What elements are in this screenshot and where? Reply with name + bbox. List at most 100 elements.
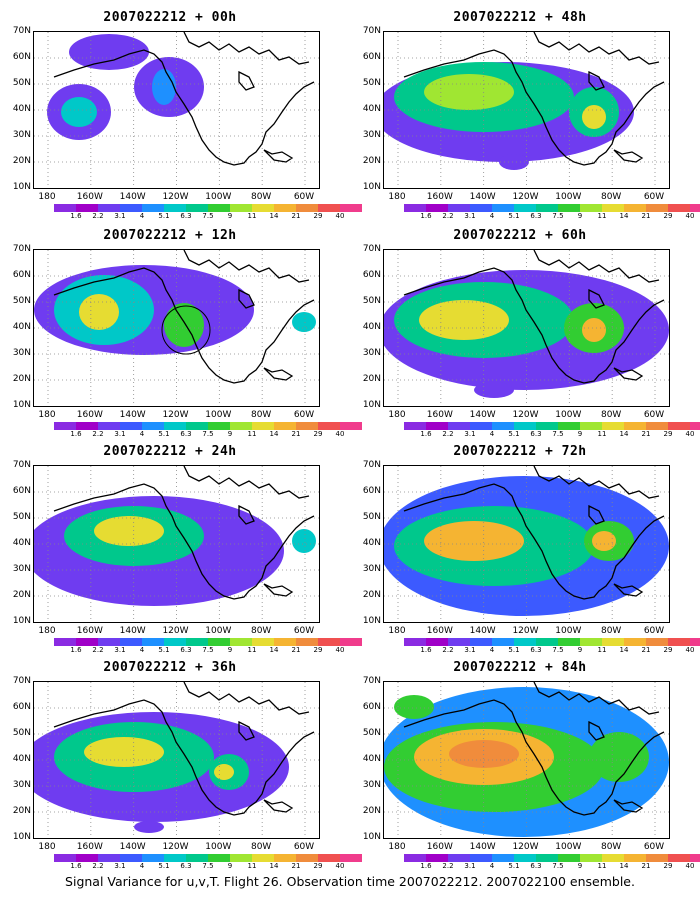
colorbar-label: 7.5 [552, 646, 564, 654]
colorbar-swatch [558, 638, 580, 646]
colorbar-label: 11 [247, 862, 257, 870]
variance-contour [164, 303, 204, 347]
lon-tick-label: 100W [555, 842, 582, 852]
colorbar-label: 14 [619, 862, 629, 870]
lat-tick-label: 20N [12, 806, 31, 816]
lat-tick-label: 10N [12, 182, 31, 192]
colorbar-swatch [690, 204, 700, 212]
colorbar-swatch [318, 422, 340, 430]
lon-tick-label: 180 [38, 842, 56, 852]
colorbar-swatch [580, 854, 602, 862]
lon-tick-label: 180 [388, 842, 406, 852]
lon-tick-label: 160W [426, 842, 453, 852]
variance-contour [582, 318, 606, 342]
colorbar-swatch [120, 854, 142, 862]
lon-tick-label: 140W [119, 192, 146, 202]
colorbar [54, 854, 362, 862]
colorbar-label: 6.3 [180, 646, 192, 654]
map-panel: 2007022212 + 84h 70N 60N 50N 40N 30N 20N 10N 180… [350, 650, 700, 870]
colorbar-swatch [690, 854, 700, 862]
colorbar-label: 2.2 [442, 862, 454, 870]
lat-tick-label: 50N [12, 78, 31, 88]
colorbar-swatch [492, 422, 514, 430]
colorbar-swatch [98, 422, 120, 430]
coastline [53, 250, 315, 384]
colorbar-swatch [492, 204, 514, 212]
colorbar-label: 21 [641, 862, 651, 870]
colorbar-swatch [536, 422, 558, 430]
lon-tick-label: 80W [600, 410, 622, 420]
variance-map [383, 465, 670, 623]
colorbar-swatch [340, 638, 362, 646]
variance-map [33, 681, 320, 839]
lat-tick-label: 50N [362, 728, 381, 738]
lon-tick-label: 140W [469, 410, 496, 420]
lat-tick-label: 70N [362, 26, 381, 36]
colorbar-swatch [230, 422, 252, 430]
colorbar-label: 7.5 [202, 430, 214, 438]
lat-tick-label: 30N [12, 130, 31, 140]
colorbar-label: 9 [577, 212, 583, 220]
colorbar-label: 6.3 [530, 646, 542, 654]
colorbar-swatch [76, 638, 98, 646]
colorbar-label: 6.3 [530, 862, 542, 870]
colorbar-swatch [274, 854, 296, 862]
variance-contour [469, 598, 519, 614]
colorbar-swatch [580, 204, 602, 212]
variance-map [383, 249, 670, 407]
colorbar-label: 14 [619, 212, 629, 220]
variance-contour [292, 312, 316, 332]
lon-tick-label: 100W [205, 842, 232, 852]
colorbar-swatch [646, 638, 668, 646]
colorbar-label: 1.6 [70, 862, 82, 870]
colorbar-label: 4 [489, 212, 495, 220]
lat-tick-label: 10N [362, 616, 381, 626]
colorbar-swatch [448, 204, 470, 212]
lat-tick-label: 70N [12, 460, 31, 470]
colorbar-label: 5.1 [508, 646, 520, 654]
colorbar-label: 5.1 [508, 430, 520, 438]
colorbar-label: 7.5 [202, 646, 214, 654]
variance-contour [79, 294, 119, 330]
colorbar [404, 854, 700, 862]
lon-tick-label: 80W [600, 192, 622, 202]
colorbar-label: 21 [291, 862, 301, 870]
colorbar-swatch [296, 204, 318, 212]
colorbar-label: 1.6 [420, 862, 432, 870]
colorbar-label: 2.2 [92, 430, 104, 438]
variance-map [33, 31, 320, 189]
colorbar-swatch [274, 422, 296, 430]
colorbar-swatch [426, 854, 448, 862]
colorbar-swatch [340, 204, 362, 212]
lat-tick-label: 50N [12, 728, 31, 738]
colorbar-swatch [296, 638, 318, 646]
colorbar-label: 11 [597, 430, 607, 438]
colorbar-label: 5.1 [158, 862, 170, 870]
panel-title: 2007022212 + 00h [103, 10, 237, 25]
colorbar-swatch [54, 854, 76, 862]
lat-tick-label: 70N [12, 244, 31, 254]
colorbar-swatch [252, 854, 274, 862]
colorbar-label: 2.2 [92, 646, 104, 654]
colorbar-swatch [448, 422, 470, 430]
colorbar [404, 638, 700, 646]
colorbar-label: 1.6 [420, 212, 432, 220]
colorbar-label: 2.2 [442, 646, 454, 654]
colorbar-swatch [186, 854, 208, 862]
colorbar [54, 638, 362, 646]
lon-tick-label: 120W [162, 192, 189, 202]
colorbar-swatch [142, 204, 164, 212]
lon-tick-label: 100W [205, 626, 232, 636]
colorbar-label: 2.2 [92, 212, 104, 220]
lon-tick-label: 60W [643, 626, 665, 636]
lat-tick-label: 10N [362, 400, 381, 410]
colorbar-label: 11 [597, 862, 607, 870]
lat-tick-label: 20N [12, 590, 31, 600]
colorbar-label: 7.5 [552, 862, 564, 870]
lon-tick-label: 140W [469, 626, 496, 636]
colorbar-label: 1.6 [420, 646, 432, 654]
colorbar-swatch [602, 638, 624, 646]
colorbar-swatch [514, 638, 536, 646]
coastline [53, 32, 315, 166]
colorbar-label: 2.2 [442, 212, 454, 220]
